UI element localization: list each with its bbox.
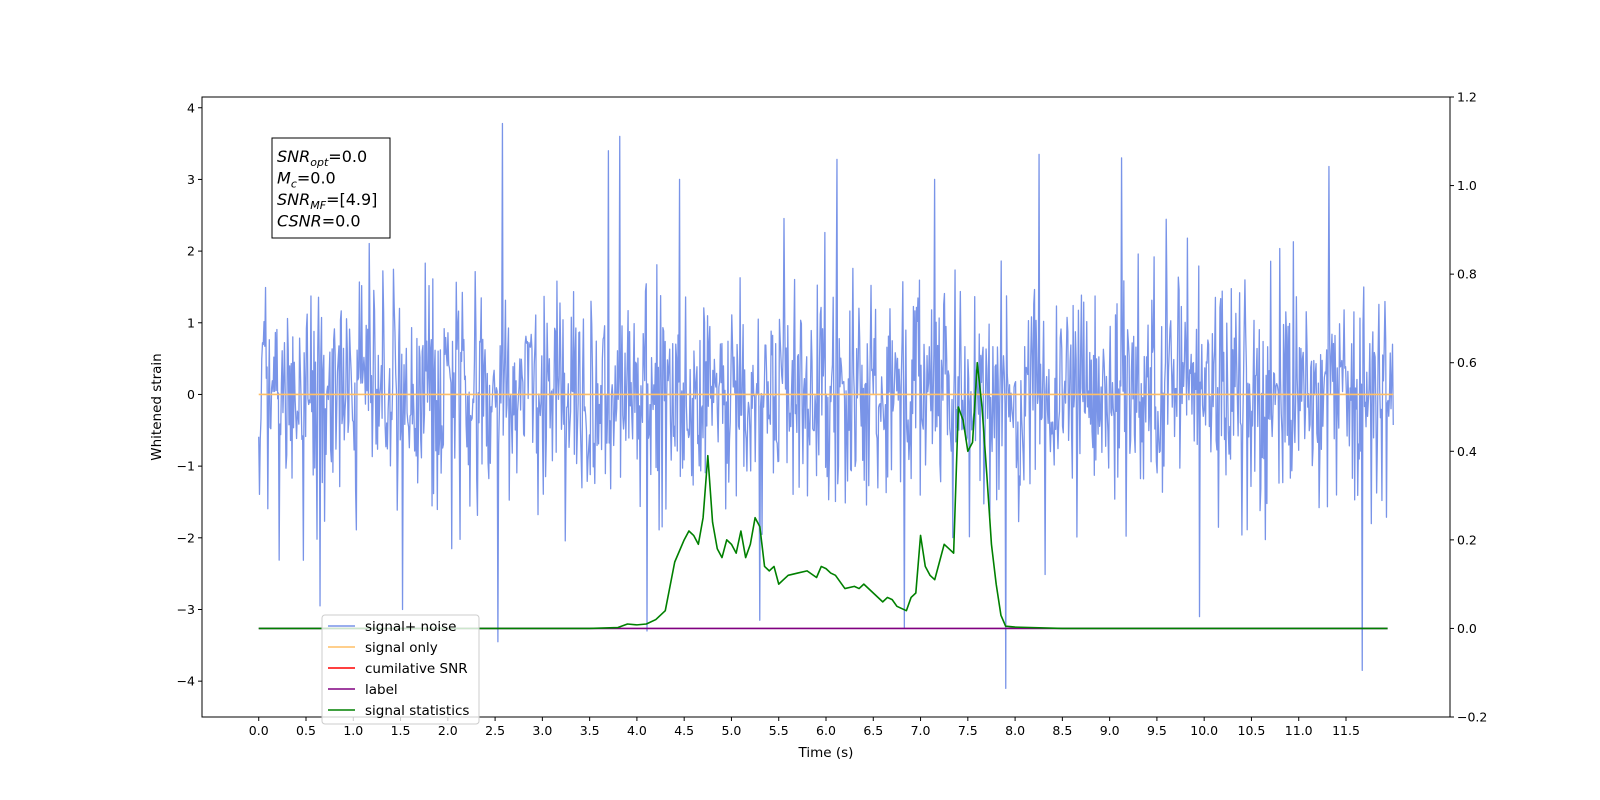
x-axis: 0.0 0.5 1.0 1.5 2.0 2.5 3.0 3.5 4.0 4.5 5.0 5.5 6.0 6… [249, 717, 1360, 738]
x-tick-label: 9.5 [1147, 723, 1167, 738]
legend-entry: signal statistics [365, 703, 469, 719]
x-tick-label: 5.5 [769, 723, 789, 738]
series-signal-statistics [258, 361, 1388, 630]
legend-box [321, 614, 480, 725]
x-tick-label: 11.5 [1332, 723, 1360, 738]
x-tick-label: 1.0 [343, 723, 363, 738]
y-right-tick-label: 1.0 [1457, 178, 1477, 193]
annotation-line: SNRopt=0.0 [277, 147, 367, 169]
x-tick-label: 6.5 [863, 723, 883, 738]
x-tick-label: 4.0 [627, 723, 647, 738]
y-tick-label: −3 [177, 602, 195, 617]
series-layer [258, 122, 1394, 689]
x-tick-label: 8.0 [1005, 723, 1025, 738]
annotation-line: Mc=0.0 [277, 169, 336, 191]
y-right-tick-label: 0.8 [1457, 267, 1477, 282]
y-axis-label: Whitened strain [149, 353, 165, 460]
y-axis-right: −0.2 0.0 0.2 0.4 0.6 0.8 1.0 1.2 [1450, 90, 1487, 725]
y-tick-label: −1 [177, 459, 195, 474]
y-right-tick-label: 0.0 [1457, 621, 1477, 636]
series-signal-noise [258, 122, 1394, 689]
y-axis-left: −4 −3 −2 −1 0 1 2 3 4 [177, 100, 202, 689]
x-tick-label: 7.5 [958, 723, 978, 738]
y-tick-label: −2 [177, 530, 195, 545]
x-tick-label: 11.0 [1285, 723, 1313, 738]
y-right-tick-label: 1.2 [1457, 90, 1477, 105]
x-tick-label: 4.5 [674, 723, 694, 738]
x-tick-label: 2.0 [438, 723, 458, 738]
x-tick-label: 0.5 [296, 723, 316, 738]
y-tick-label: 0 [187, 387, 195, 402]
x-axis-label: Time (s) [798, 745, 854, 761]
x-tick-label: 3.0 [532, 723, 552, 738]
legend-entry: signal only [365, 640, 438, 656]
y-tick-label: 2 [187, 244, 195, 259]
legend-entry: signal+ noise [365, 619, 456, 635]
x-tick-label: 3.5 [580, 723, 600, 738]
annotation-line: CSNR=0.0 [277, 212, 361, 231]
x-tick-label: 6.0 [816, 723, 836, 738]
legend: signal+ noise signal only cumilative SNR la… [321, 614, 480, 725]
y-right-tick-label: 0.4 [1457, 444, 1477, 459]
x-tick-label: 7.0 [911, 723, 931, 738]
y-tick-label: 1 [187, 315, 195, 330]
y-tick-label: 3 [187, 172, 195, 187]
y-tick-label: −4 [177, 674, 195, 689]
x-tick-label: 5.0 [722, 723, 742, 738]
annotation-line: SNRMF=[4.9] [277, 190, 377, 212]
y-right-tick-label: −0.2 [1457, 710, 1487, 725]
legend-entry: cumilative SNR [365, 661, 468, 677]
legend-entry: label [365, 682, 398, 698]
y-right-tick-label: 0.2 [1457, 532, 1477, 547]
x-tick-label: 2.5 [485, 723, 505, 738]
x-tick-label: 9.0 [1100, 723, 1120, 738]
x-tick-label: 1.5 [391, 723, 411, 738]
x-tick-label: 10.0 [1190, 723, 1218, 738]
y-right-tick-label: 0.6 [1457, 355, 1477, 370]
x-tick-label: 0.0 [249, 723, 269, 738]
x-tick-label: 8.5 [1052, 723, 1072, 738]
x-tick-label: 10.5 [1238, 723, 1266, 738]
annotation-box [271, 137, 391, 239]
y-tick-label: 4 [187, 100, 195, 115]
